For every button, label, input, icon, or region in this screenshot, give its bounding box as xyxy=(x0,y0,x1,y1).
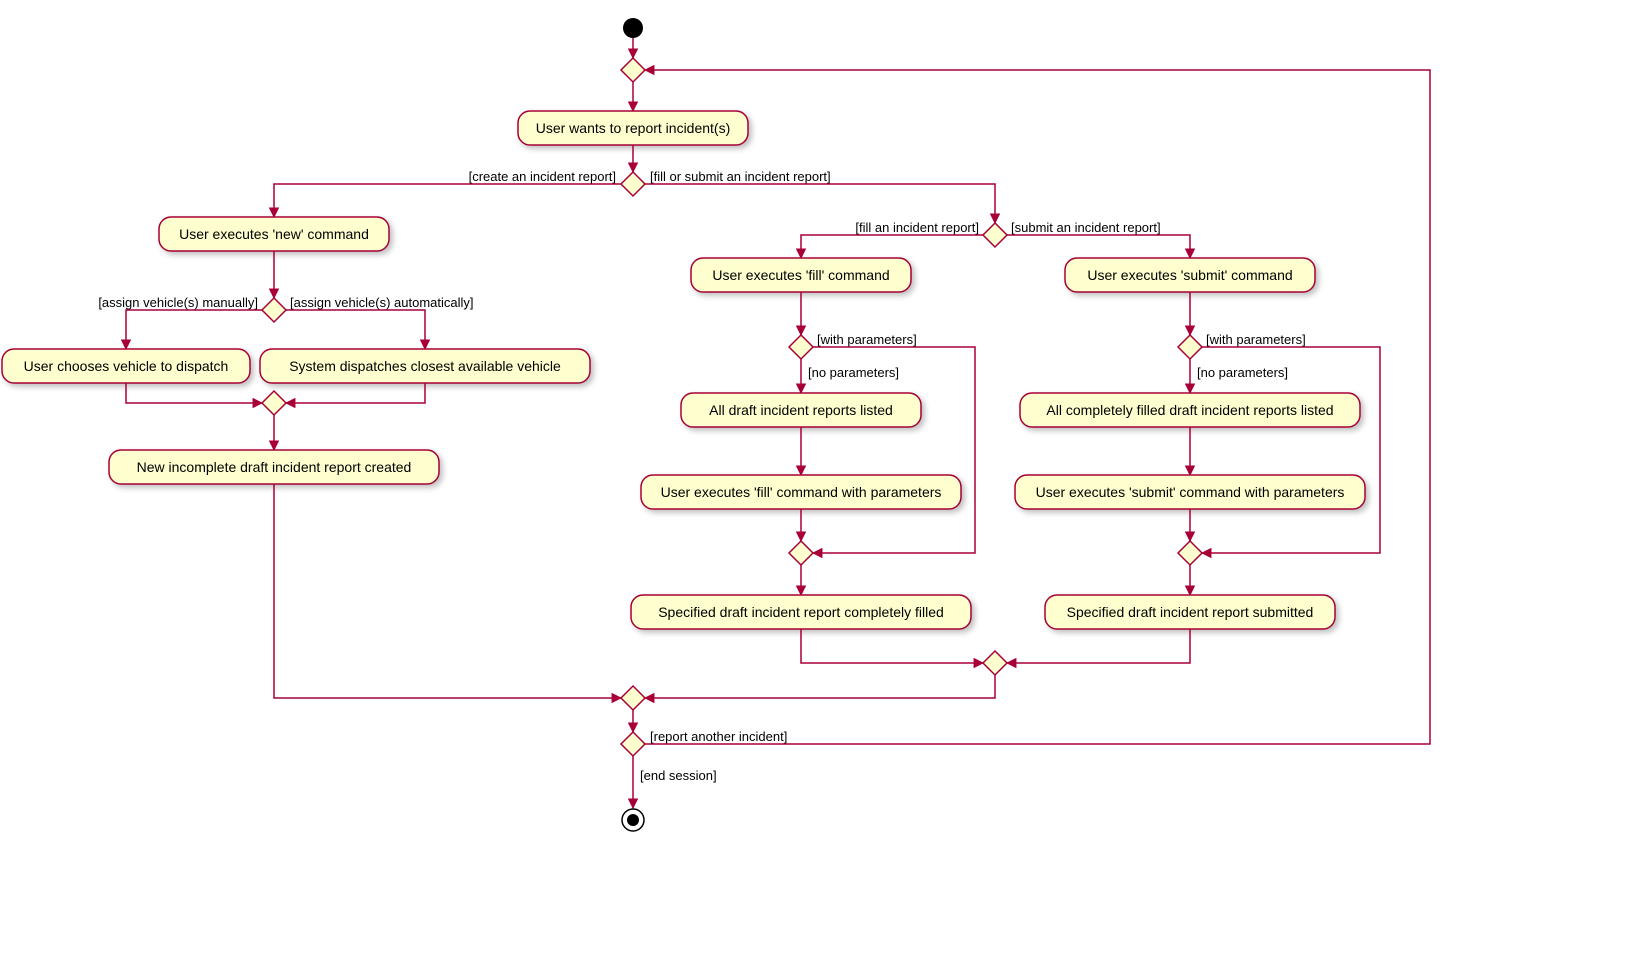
decision-assign xyxy=(262,298,286,322)
edge-label-end-session: [end session] xyxy=(640,768,717,783)
edge-label-report-another: [report another incident] xyxy=(650,729,787,744)
label: User executes 'submit' command xyxy=(1087,267,1292,283)
start-node xyxy=(623,18,643,38)
activity-choose-vehicle: User chooses vehicle to dispatch xyxy=(2,349,250,383)
decision-fill-params xyxy=(789,335,813,359)
edge-label-fill-no-params: [no parameters] xyxy=(808,365,899,380)
edge-label-fill-with-params: [with parameters] xyxy=(817,332,917,347)
edge-label-assign-auto: [assign vehicle(s) automatically] xyxy=(290,295,474,310)
activity-submit-params: User executes 'submit' command with para… xyxy=(1015,475,1365,509)
label: Specified draft incident report submitte… xyxy=(1067,604,1314,620)
label: User executes 'fill' command xyxy=(712,267,889,283)
label: User executes 'fill' command with parame… xyxy=(661,484,942,500)
activity-fill-params: User executes 'fill' command with parame… xyxy=(641,475,961,509)
end-node xyxy=(622,809,644,831)
decision-submit-params xyxy=(1178,335,1202,359)
loop-merge-diamond xyxy=(621,58,645,82)
label: User executes 'new' command xyxy=(179,226,369,242)
label: User chooses vehicle to dispatch xyxy=(24,358,229,374)
activity-fill-done: Specified draft incident report complete… xyxy=(631,595,971,629)
edge-label-fill-or-submit: [fill or submit an incident report] xyxy=(650,169,831,184)
label: Specified draft incident report complete… xyxy=(658,604,944,620)
edge-label-submit-with-params: [with parameters] xyxy=(1206,332,1306,347)
label: All draft incident reports listed xyxy=(709,402,893,418)
merge-assign xyxy=(262,391,286,415)
edge-label-submit-no-params: [no parameters] xyxy=(1197,365,1288,380)
merge-submit xyxy=(1178,541,1202,565)
activity-fill-command: User executes 'fill' command xyxy=(691,258,911,292)
edge-label-submit-report: [submit an incident report] xyxy=(1011,220,1161,235)
edge-label-fill-report: [fill an incident report] xyxy=(855,220,979,235)
activity-fill-list: All draft incident reports listed xyxy=(681,393,921,427)
activity-dispatch-vehicle: System dispatches closest available vehi… xyxy=(260,349,590,383)
edge-label-create: [create an incident report] xyxy=(469,169,616,184)
activity-submit-list: All completely filled draft incident rep… xyxy=(1020,393,1360,427)
decision-create-or-fill xyxy=(621,172,645,196)
label: User wants to report incident(s) xyxy=(536,120,731,136)
edge-label-assign-manual: [assign vehicle(s) manually] xyxy=(98,295,258,310)
activity-diagram: User wants to report incident(s) [create… xyxy=(0,0,1636,970)
label: System dispatches closest available vehi… xyxy=(289,358,561,374)
merge-all xyxy=(621,686,645,710)
label: User executes 'submit' command with para… xyxy=(1036,484,1345,500)
decision-fill-or-submit xyxy=(983,223,1007,247)
activity-new-command: User executes 'new' command xyxy=(159,217,389,251)
merge-fill-submit xyxy=(983,651,1007,675)
activity-report-created: New incomplete draft incident report cre… xyxy=(109,450,439,484)
activity-submit-done: Specified draft incident report submitte… xyxy=(1045,595,1335,629)
decision-repeat xyxy=(621,732,645,756)
merge-fill xyxy=(789,541,813,565)
label: All completely filled draft incident rep… xyxy=(1046,402,1333,418)
activity-report-incident: User wants to report incident(s) xyxy=(518,111,748,145)
activity-submit-command: User executes 'submit' command xyxy=(1065,258,1315,292)
label: New incomplete draft incident report cre… xyxy=(137,459,412,475)
